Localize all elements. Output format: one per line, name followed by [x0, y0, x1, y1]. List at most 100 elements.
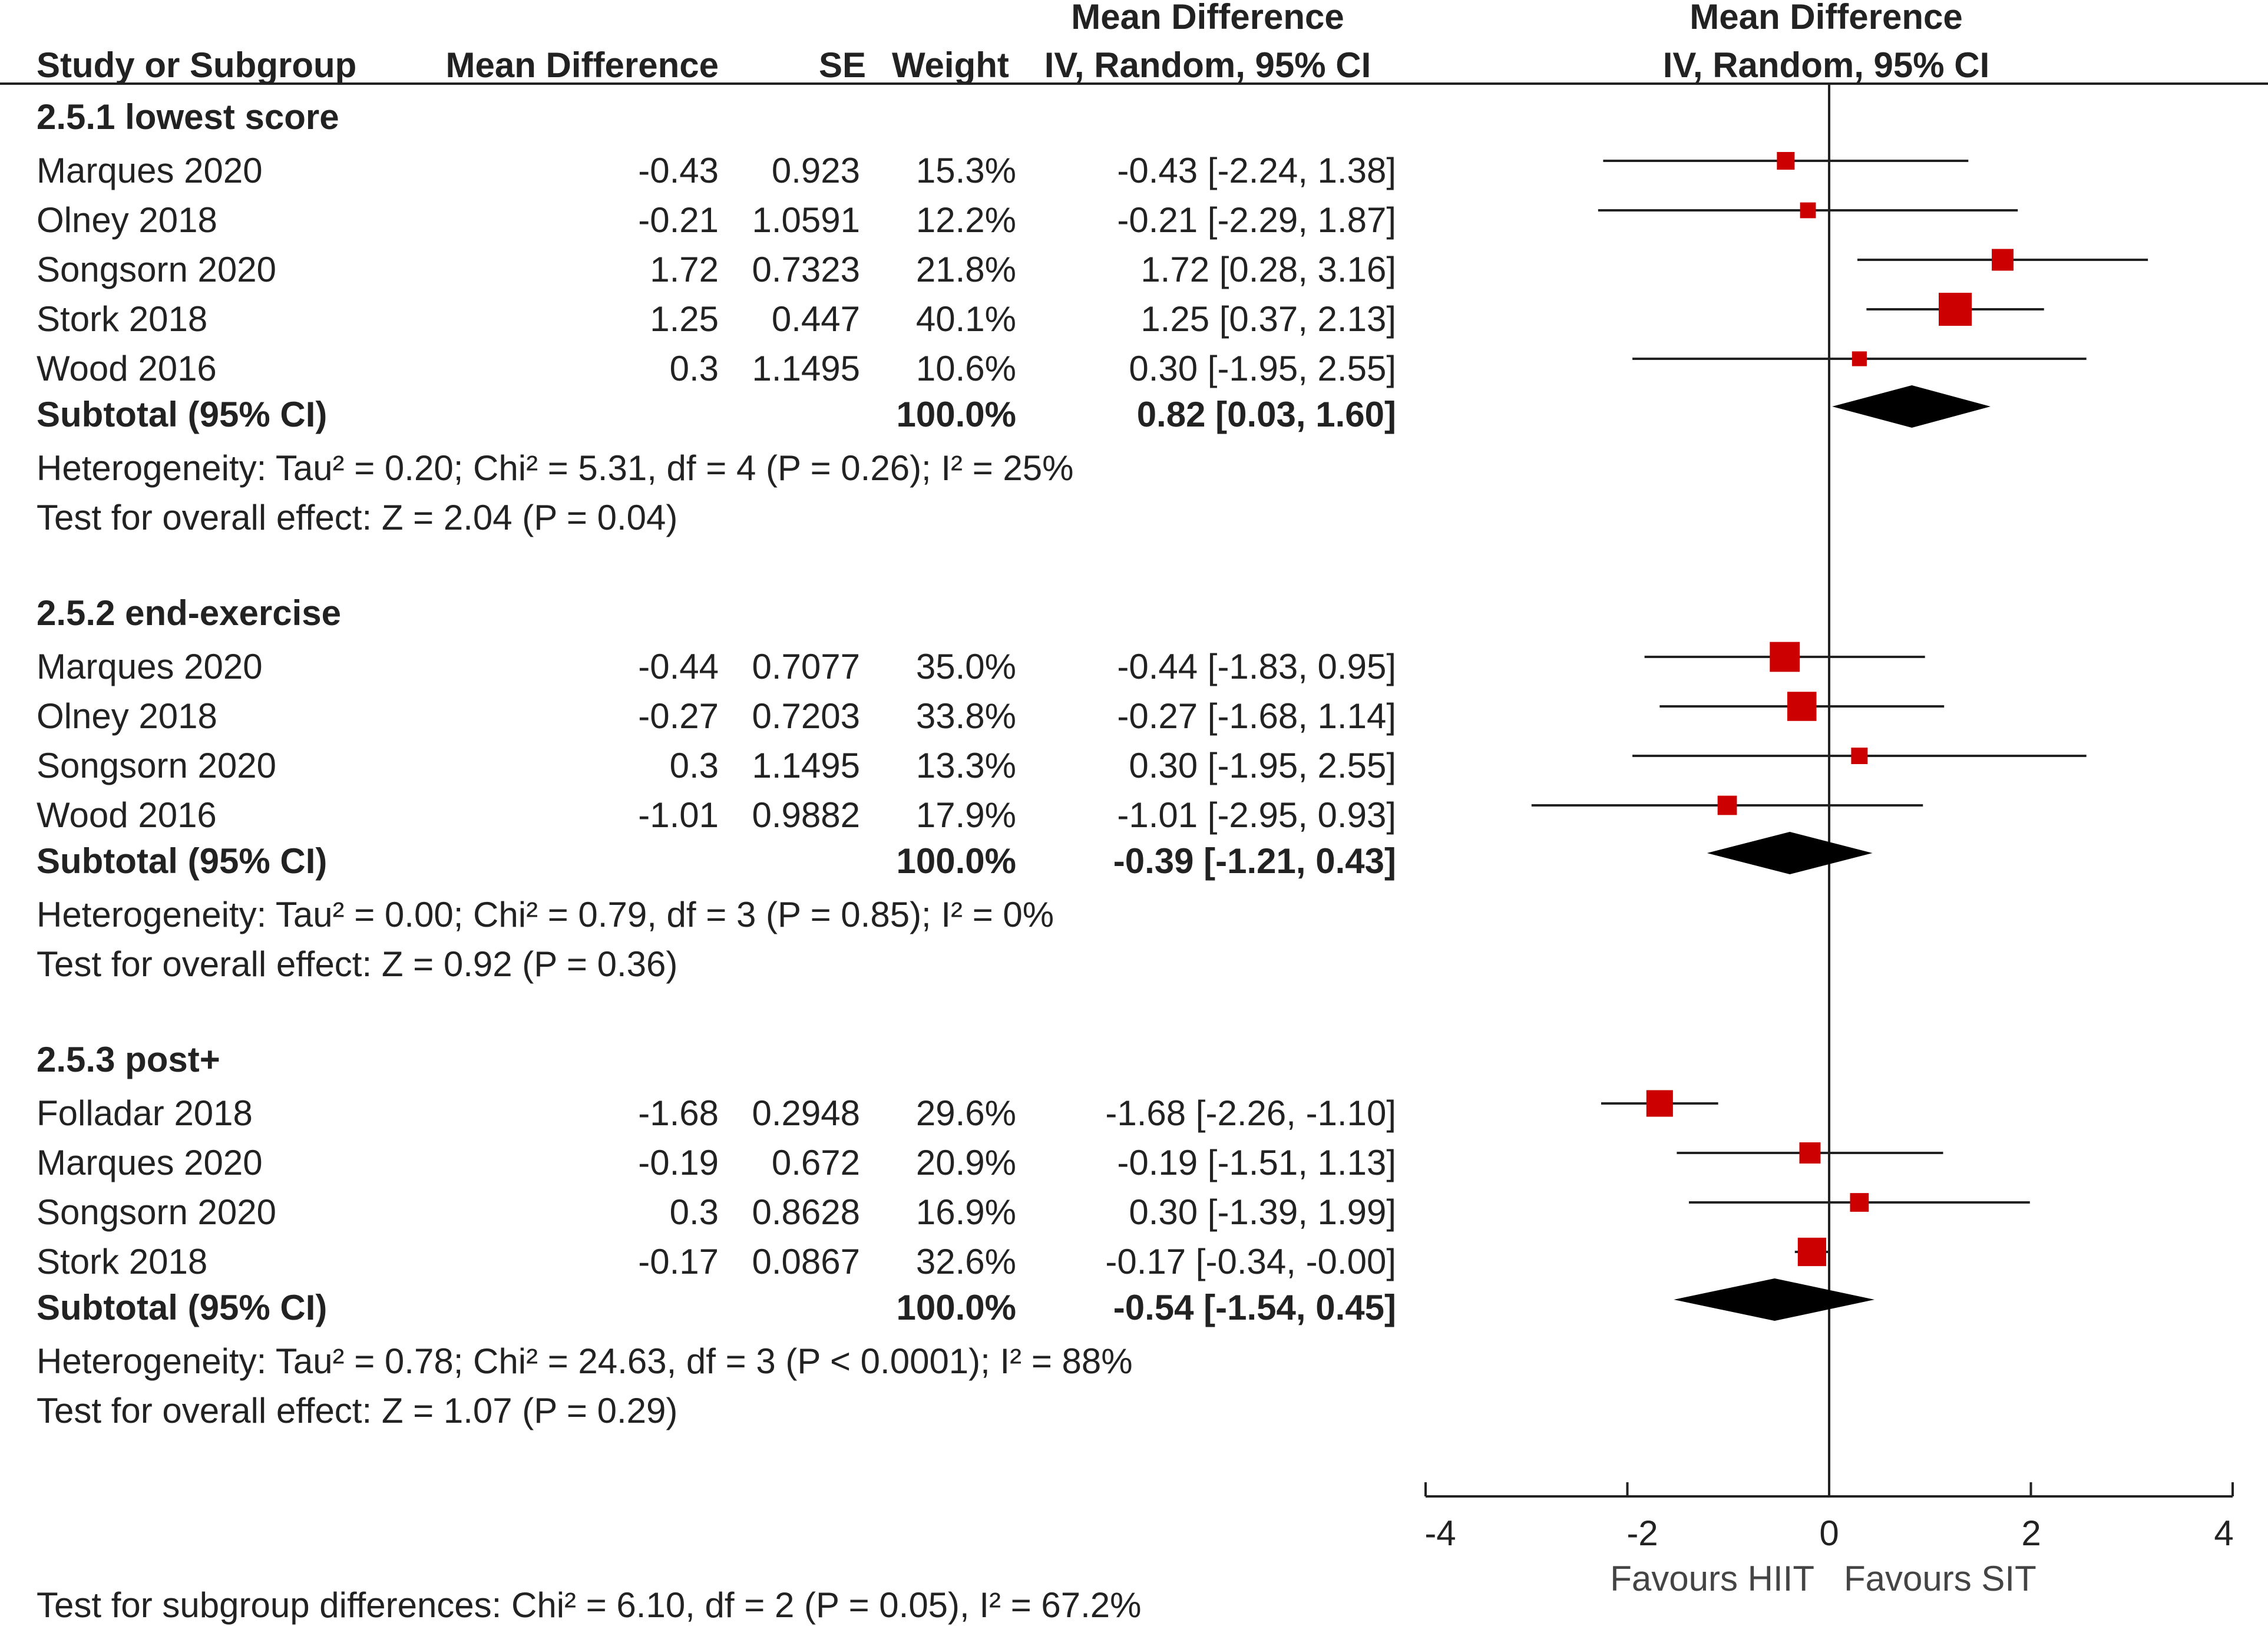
study-md: 0.3	[669, 1192, 719, 1232]
favours-sit-label: Favours SIT	[1844, 1559, 2036, 1598]
study-ci: 1.72 [0.28, 3.16]	[1140, 250, 1396, 289]
study-se: 0.447	[771, 299, 860, 339]
point-estimate-marker	[1850, 1193, 1869, 1212]
study-md: -0.19	[638, 1143, 719, 1182]
study-md: -0.21	[638, 200, 719, 240]
point-estimate-marker	[1939, 292, 1972, 326]
study-se: 0.9882	[752, 795, 860, 835]
study-weight: 10.6%	[915, 349, 1016, 388]
study-name: Stork 2018	[37, 299, 208, 339]
overall-effect-text: Test for overall effect: Z = 2.04 (P = 0…	[37, 498, 678, 537]
header-study: Study or Subgroup	[37, 45, 357, 85]
overall-effect-text: Test for overall effect: Z = 0.92 (P = 0…	[37, 944, 678, 984]
study-ci: -0.44 [-1.83, 0.95]	[1117, 647, 1396, 686]
study-se: 0.0867	[752, 1242, 860, 1281]
study-name: Wood 2016	[37, 349, 217, 388]
x-tick-label: 4	[2214, 1513, 2234, 1553]
study-weight: 17.9%	[915, 795, 1016, 835]
x-tick-label: 2	[2021, 1513, 2041, 1553]
study-md: -0.44	[638, 647, 719, 686]
x-tick-label: -2	[1626, 1513, 1658, 1553]
study-se: 0.8628	[752, 1192, 860, 1232]
study-ci: -1.68 [-2.26, -1.10]	[1105, 1093, 1396, 1133]
group-title: 2.5.1 lowest score	[37, 97, 339, 137]
x-tick-label: -4	[1424, 1513, 1456, 1553]
group-title: 2.5.3 post+	[37, 1040, 220, 1079]
point-estimate-marker	[1770, 642, 1800, 672]
header-plot-top: Mean Difference	[1690, 0, 1963, 37]
study-name: Stork 2018	[37, 1242, 208, 1281]
subtotal-label: Subtotal (95% CI)	[37, 841, 328, 881]
subtotal-weight: 100.0%	[896, 1288, 1017, 1327]
study-se: 0.2948	[752, 1093, 860, 1133]
study-name: Marques 2020	[37, 151, 263, 190]
subtotal-ci: -0.39 [-1.21, 0.43]	[1113, 841, 1396, 881]
study-md: 0.3	[669, 746, 719, 785]
study-se: 1.0591	[752, 200, 860, 240]
study-md: 1.72	[650, 250, 719, 289]
study-md: -0.43	[638, 151, 719, 190]
subtotal-ci: 0.82 [0.03, 1.60]	[1136, 395, 1396, 434]
point-estimate-marker	[1717, 795, 1737, 815]
study-weight: 35.0%	[915, 647, 1016, 686]
study-weight: 13.3%	[915, 746, 1016, 785]
study-name: Songsorn 2020	[37, 250, 276, 289]
study-name: Wood 2016	[37, 795, 217, 835]
study-weight: 15.3%	[915, 151, 1016, 190]
study-name: Folladar 2018	[37, 1093, 253, 1133]
study-ci: 0.30 [-1.95, 2.55]	[1129, 746, 1396, 785]
header-plot-bottom: IV, Random, 95% CI	[1662, 45, 1990, 85]
study-se: 1.1495	[752, 349, 860, 388]
study-md: -1.01	[638, 795, 719, 835]
study-ci: -1.01 [-2.95, 0.93]	[1117, 795, 1396, 835]
study-weight: 29.6%	[915, 1093, 1016, 1133]
study-se: 1.1495	[752, 746, 860, 785]
study-name: Olney 2018	[37, 200, 217, 240]
study-name: Songsorn 2020	[37, 746, 276, 785]
study-weight: 32.6%	[915, 1242, 1016, 1281]
header-mean-difference: Mean Difference	[445, 45, 719, 85]
heterogeneity-text: Heterogeneity: Tau² = 0.00; Chi² = 0.79,…	[37, 895, 1054, 934]
header-ci-bottom: IV, Random, 95% CI	[1044, 45, 1371, 85]
point-estimate-marker	[1800, 202, 1816, 219]
study-se: 0.7323	[752, 250, 860, 289]
study-se: 0.7077	[752, 647, 860, 686]
point-estimate-marker	[1992, 249, 2014, 271]
study-name: Marques 2020	[37, 1143, 263, 1182]
heterogeneity-text: Heterogeneity: Tau² = 0.78; Chi² = 24.63…	[37, 1341, 1133, 1381]
study-weight: 16.9%	[915, 1192, 1016, 1232]
header-ci-top: Mean Difference	[1071, 0, 1344, 37]
study-weight: 21.8%	[915, 250, 1016, 289]
study-ci: 0.30 [-1.39, 1.99]	[1129, 1192, 1396, 1232]
group-title: 2.5.2 end-exercise	[37, 593, 342, 633]
subgroup-differences-text: Test for subgroup differences: Chi² = 6.…	[37, 1585, 1142, 1625]
subtotal-diamond	[1832, 385, 1991, 428]
heterogeneity-text: Heterogeneity: Tau² = 0.20; Chi² = 5.31,…	[37, 448, 1074, 488]
subtotal-label: Subtotal (95% CI)	[37, 1288, 328, 1327]
study-ci: -0.19 [-1.51, 1.13]	[1117, 1143, 1396, 1182]
study-md: -0.27	[638, 696, 719, 736]
subtotal-diamond	[1707, 832, 1873, 874]
subtotal-ci: -0.54 [-1.54, 0.45]	[1113, 1288, 1396, 1327]
point-estimate-marker	[1646, 1090, 1673, 1117]
subtotal-label: Subtotal (95% CI)	[37, 395, 328, 434]
study-se: 0.923	[771, 151, 860, 190]
point-estimate-marker	[1787, 692, 1817, 721]
point-estimate-marker	[1799, 1142, 1821, 1164]
study-ci: -0.17 [-0.34, -0.00]	[1105, 1242, 1396, 1281]
header-weight: Weight	[892, 45, 1009, 85]
study-weight: 12.2%	[915, 200, 1016, 240]
study-weight: 33.8%	[915, 696, 1016, 736]
point-estimate-marker	[1797, 1237, 1827, 1267]
subtotal-weight: 100.0%	[896, 841, 1017, 881]
subtotal-diamond	[1674, 1278, 1875, 1321]
study-ci: 1.25 [0.37, 2.13]	[1140, 299, 1396, 339]
study-name: Marques 2020	[37, 647, 263, 686]
study-md: 0.3	[669, 349, 719, 388]
header-se: SE	[818, 45, 866, 85]
study-md: -0.17	[638, 1242, 719, 1281]
study-ci: -0.21 [-2.29, 1.87]	[1117, 200, 1396, 240]
point-estimate-marker	[1852, 351, 1867, 366]
study-ci: -0.43 [-2.24, 1.38]	[1117, 151, 1396, 190]
